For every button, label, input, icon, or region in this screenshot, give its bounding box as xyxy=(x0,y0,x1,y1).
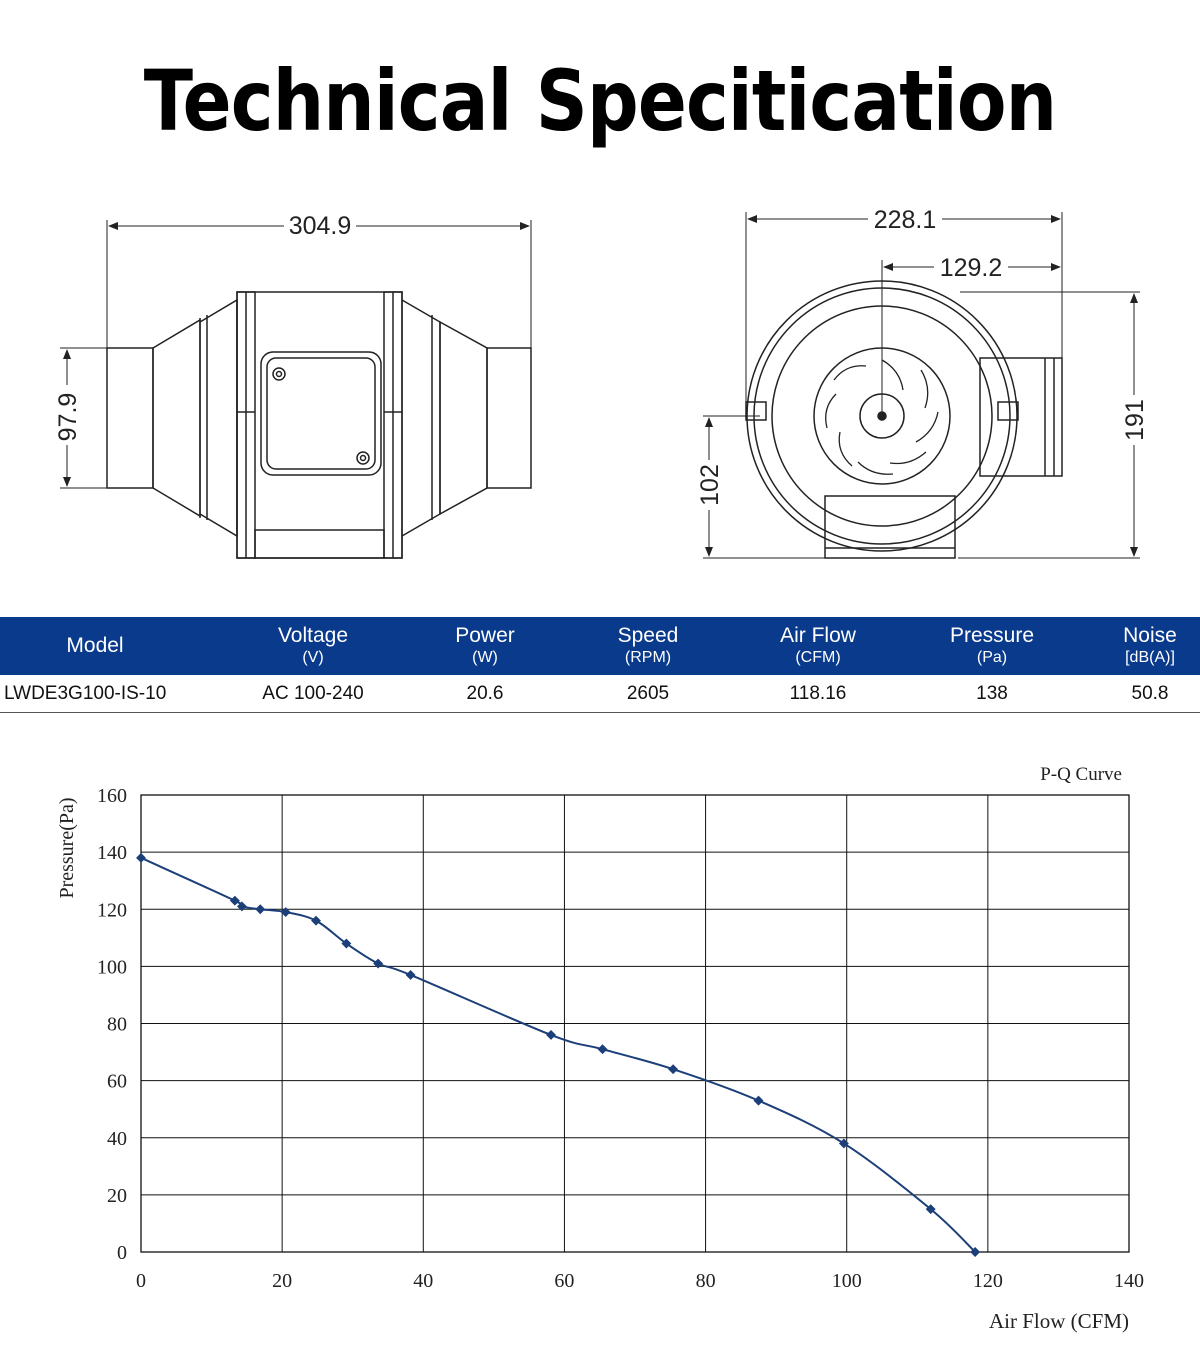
dim-side-diameter: 97.9 xyxy=(54,393,82,442)
cell-speed: 2605 xyxy=(626,683,670,704)
data-point xyxy=(970,1247,981,1257)
chart-series xyxy=(136,852,981,1257)
x-tick-label: 140 xyxy=(1114,1270,1144,1292)
data-point xyxy=(838,1138,849,1149)
dim-front-axis-height: 102 xyxy=(696,464,724,506)
data-point xyxy=(236,901,247,912)
dim-label-bg xyxy=(1120,395,1150,445)
y-axis-label: Pressure(Pa) xyxy=(56,797,78,898)
header-label: Model xyxy=(66,634,124,657)
x-axis-label: Air Flow (CFM) xyxy=(989,1309,1129,1333)
chart-grid xyxy=(140,794,1130,1253)
chart-title: P-Q Curve xyxy=(1040,764,1122,785)
cell-pressure: 138 xyxy=(976,683,1008,704)
y-tick-label: 160 xyxy=(97,785,127,807)
cell-air-flow: 118.16 xyxy=(789,683,847,704)
header-noise: Noise [dB(A)] xyxy=(1100,617,1200,675)
header-label: Pressure xyxy=(949,624,1035,647)
header-label: Noise xyxy=(1123,624,1177,647)
data-point xyxy=(341,938,352,949)
y-tick-label: 140 xyxy=(97,842,127,864)
header-unit: (CFM) xyxy=(795,649,841,666)
page-title: Technical Specitication xyxy=(143,52,1057,150)
dim-label-bg xyxy=(868,205,942,233)
chart-ticks: 0 20 40 60 80 100 120 140 0 20 40 60 80 100 120 140 160 xyxy=(97,785,1144,1292)
y-tick-label: 80 xyxy=(107,1014,127,1036)
y-tick-label: 120 xyxy=(97,899,127,921)
data-point xyxy=(925,1204,936,1215)
dim-label-bg xyxy=(52,385,82,445)
x-tick-label: 0 xyxy=(136,1270,146,1292)
header-air-flow: Air Flow (CFM) xyxy=(733,617,903,675)
header-unit: (W) xyxy=(472,649,498,666)
y-tick-label: 20 xyxy=(107,1185,127,1207)
header-unit: (Pa) xyxy=(976,649,1008,666)
dim-front-height: 191 xyxy=(1121,399,1149,441)
header-speed: Speed (RPM) xyxy=(563,617,733,675)
x-tick-label: 100 xyxy=(832,1270,862,1292)
dim-label-bg xyxy=(284,212,356,240)
x-tick-label: 120 xyxy=(973,1270,1003,1292)
header-label: Voltage xyxy=(277,624,349,647)
data-point xyxy=(597,1044,608,1055)
y-tick-label: 100 xyxy=(97,956,127,978)
x-tick-label: 80 xyxy=(696,1270,716,1292)
data-point xyxy=(405,969,416,980)
y-tick-label: 60 xyxy=(107,1071,127,1093)
data-point xyxy=(546,1029,556,1040)
header-unit: (RPM) xyxy=(624,649,672,666)
cell-model: LWDE3G100-IS-10 xyxy=(4,683,167,704)
dim-label-bg xyxy=(934,253,1008,281)
technical-drawings: 304.9 97.9 xyxy=(52,205,1150,559)
series-line xyxy=(140,856,976,1253)
cell-voltage: AC 100-240 xyxy=(262,683,364,704)
x-tick-label: 40 xyxy=(413,1270,433,1292)
spec-table-header: Model Voltage (V) Power (W) Speed (RPM) … xyxy=(0,617,1200,675)
data-point xyxy=(229,895,240,906)
data-point xyxy=(373,958,384,969)
header-label: Air Flow xyxy=(780,624,856,647)
dim-front-center: 129.2 xyxy=(940,254,1003,282)
data-point xyxy=(255,904,266,915)
y-tick-label: 40 xyxy=(107,1128,127,1150)
y-tick-label: 0 xyxy=(117,1242,127,1264)
x-tick-label: 60 xyxy=(554,1270,574,1292)
header-label: Speed xyxy=(617,624,679,647)
data-point xyxy=(136,852,146,863)
data-point xyxy=(311,915,321,926)
data-point xyxy=(280,907,291,918)
header-unit: [dB(A)] xyxy=(1125,649,1175,666)
data-point xyxy=(753,1095,764,1106)
cell-noise: 50.8 xyxy=(1131,683,1169,704)
cell-power: 20.6 xyxy=(466,683,504,704)
spec-table-row: LWDE3G100-IS-10 AC 100-240 20.6 2605 118… xyxy=(0,676,1200,713)
data-point xyxy=(668,1064,679,1075)
header-label: Power xyxy=(455,624,515,647)
dim-side-length: 304.9 xyxy=(289,212,352,240)
header-pressure: Pressure (Pa) xyxy=(907,617,1077,675)
header-unit: (V) xyxy=(302,649,324,666)
header-power: Power (W) xyxy=(400,617,570,675)
side-view-drawing xyxy=(106,291,532,559)
x-tick-label: 20 xyxy=(272,1270,292,1292)
header-model: Model xyxy=(0,617,190,675)
dim-label-bg xyxy=(695,460,725,510)
header-voltage: Voltage (V) xyxy=(218,617,408,675)
dim-front-width: 228.1 xyxy=(874,206,937,234)
